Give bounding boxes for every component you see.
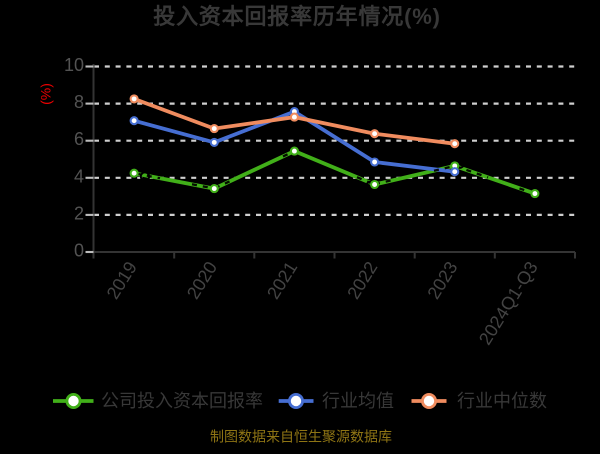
svg-text:(%): (%) (38, 83, 54, 105)
svg-text:公司投入资本回报率: 公司投入资本回报率 (101, 391, 263, 411)
svg-text:8: 8 (74, 92, 84, 112)
svg-text:10: 10 (64, 55, 84, 75)
svg-text:6: 6 (74, 129, 84, 149)
svg-text:制图数据来自恒生聚源数据库: 制图数据来自恒生聚源数据库 (210, 429, 392, 445)
svg-text:4: 4 (74, 166, 84, 186)
svg-text:行业均值: 行业均值 (322, 391, 394, 411)
svg-text:行业中位数: 行业中位数 (457, 391, 547, 411)
svg-text:0: 0 (74, 241, 84, 261)
svg-text:2: 2 (74, 203, 84, 223)
svg-text:投入资本回报率历年情况(%): 投入资本回报率历年情况(%) (153, 4, 440, 29)
